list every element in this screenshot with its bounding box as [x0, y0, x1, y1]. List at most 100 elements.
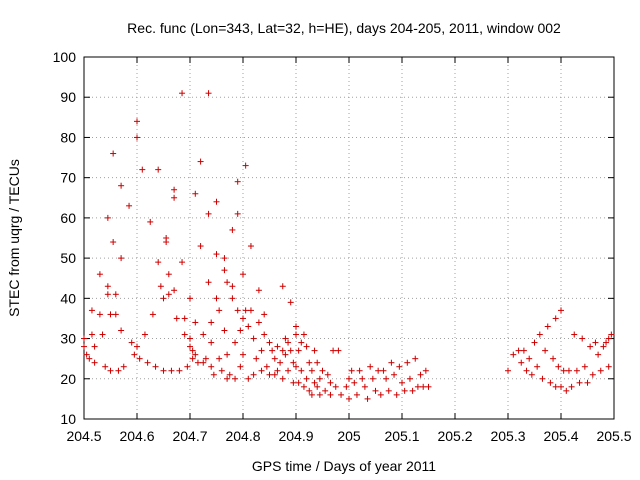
- data-point: [279, 347, 286, 354]
- data-point: [367, 363, 374, 370]
- y-tick-label: 60: [60, 210, 76, 226]
- data-point: [208, 339, 215, 346]
- data-point: [279, 283, 286, 290]
- data-point: [552, 315, 559, 322]
- data-point: [107, 367, 114, 374]
- data-point: [406, 375, 413, 382]
- data-point: [205, 90, 212, 97]
- data-point: [197, 158, 204, 165]
- data-point: [338, 391, 345, 398]
- data-point: [189, 347, 196, 354]
- chart-title: Rec. func (Lon=343, Lat=32, h=HE), days …: [127, 20, 561, 36]
- data-point: [526, 355, 533, 362]
- data-point: [163, 239, 170, 246]
- data-point: [372, 387, 379, 394]
- data-point: [510, 351, 517, 358]
- data-point: [560, 367, 567, 374]
- data-point: [139, 166, 146, 173]
- data-point: [96, 311, 103, 318]
- data-points: [81, 90, 615, 402]
- data-point: [343, 383, 350, 390]
- data-point: [245, 323, 252, 330]
- data-point: [176, 367, 183, 374]
- data-point: [353, 391, 360, 398]
- data-point: [425, 383, 432, 390]
- data-point: [414, 383, 421, 390]
- data-point: [234, 210, 241, 217]
- data-point: [565, 367, 572, 374]
- data-point: [285, 339, 292, 346]
- data-point: [194, 359, 201, 366]
- data-point: [515, 347, 522, 354]
- data-point: [205, 210, 212, 217]
- data-point: [401, 387, 408, 394]
- data-point: [197, 243, 204, 250]
- data-point: [274, 367, 281, 374]
- data-point: [224, 279, 231, 286]
- data-point: [110, 239, 117, 246]
- data-point: [99, 331, 106, 338]
- x-tick-label: 205.5: [596, 428, 631, 444]
- data-point: [595, 351, 602, 358]
- data-point: [221, 255, 228, 262]
- data-point: [420, 383, 427, 390]
- data-point: [96, 271, 103, 278]
- data-point: [282, 335, 289, 342]
- data-point: [247, 243, 254, 250]
- data-point: [306, 359, 313, 366]
- data-point: [200, 359, 207, 366]
- data-point: [237, 327, 244, 334]
- data-point: [369, 375, 376, 382]
- data-point: [210, 371, 217, 378]
- data-point: [81, 335, 87, 342]
- data-point: [120, 363, 127, 370]
- data-point: [266, 339, 273, 346]
- data-point: [134, 343, 140, 350]
- data-point: [277, 359, 284, 366]
- data-point: [385, 387, 392, 394]
- data-point: [171, 287, 178, 294]
- data-point: [255, 319, 262, 326]
- data-point: [250, 335, 257, 342]
- data-point: [364, 395, 371, 402]
- x-tick-label: 204.7: [172, 428, 207, 444]
- data-point: [134, 134, 140, 141]
- data-point: [388, 359, 395, 366]
- data-point: [316, 375, 323, 382]
- data-point: [144, 359, 151, 366]
- data-point: [290, 359, 297, 366]
- data-point: [258, 367, 265, 374]
- data-point: [576, 379, 583, 386]
- data-point: [165, 271, 172, 278]
- data-point: [377, 391, 384, 398]
- data-point: [300, 331, 307, 338]
- y-tick-labels: 10 20 30 40 50 60 70 80 90 100: [53, 49, 77, 427]
- data-point: [536, 331, 543, 338]
- data-point: [149, 311, 156, 318]
- y-tick-label: 50: [60, 250, 76, 266]
- data-point: [218, 367, 225, 374]
- data-point: [192, 190, 199, 197]
- data-point: [409, 387, 416, 394]
- data-point: [592, 339, 599, 346]
- data-point: [558, 307, 564, 314]
- data-point: [279, 375, 286, 382]
- data-point: [399, 379, 405, 386]
- data-point: [269, 347, 276, 354]
- data-point: [118, 327, 125, 334]
- data-point: [542, 347, 549, 354]
- data-point: [118, 255, 125, 262]
- data-point: [287, 299, 294, 306]
- data-point: [83, 351, 90, 358]
- data-point: [181, 331, 188, 338]
- data-point: [224, 375, 231, 382]
- data-point: [550, 355, 557, 362]
- data-point: [104, 214, 111, 221]
- data-point: [179, 259, 186, 266]
- data-point: [417, 371, 424, 378]
- data-point: [603, 339, 610, 346]
- data-point: [505, 367, 511, 374]
- data-point: [346, 375, 352, 382]
- y-tick-label: 10: [60, 411, 76, 427]
